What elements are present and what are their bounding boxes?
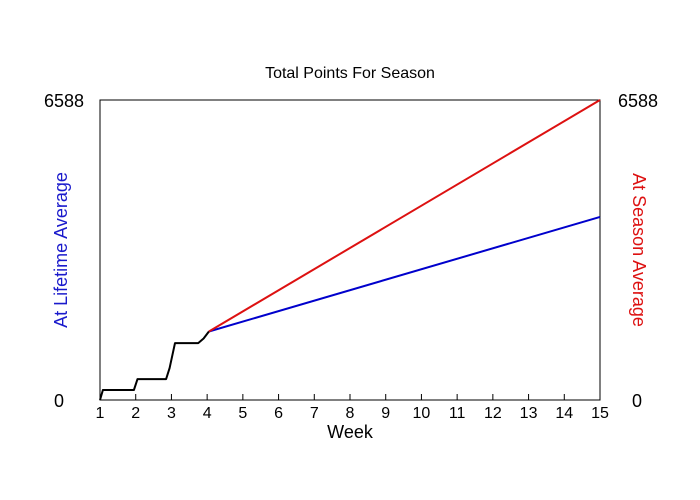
x-tick-label: 7 xyxy=(310,405,319,422)
series-line-lifetime xyxy=(208,215,601,333)
x-tick-label: 12 xyxy=(484,405,502,422)
x-tick-label: 3 xyxy=(167,405,176,422)
x-tick-label: 8 xyxy=(346,405,355,422)
chart-title: Total Points For Season xyxy=(265,65,435,82)
x-tick-label: 10 xyxy=(413,405,431,422)
y-left-max-label: 6588 xyxy=(44,91,84,111)
y-left-min-label: 0 xyxy=(54,391,64,411)
series-layer xyxy=(99,99,601,401)
x-tick-label: 6 xyxy=(274,405,283,422)
y-right-axis-label: At Season Average xyxy=(629,173,649,327)
x-axis-label: Week xyxy=(327,422,374,442)
x-tick-label: 9 xyxy=(381,405,390,422)
x-tick-label: 14 xyxy=(555,405,573,422)
x-tick-label: 15 xyxy=(591,405,609,422)
x-tick-label: 2 xyxy=(131,405,140,422)
x-tick-label: 13 xyxy=(520,405,538,422)
x-tick-label: 11 xyxy=(449,405,466,422)
y-right-max-label: 6588 xyxy=(618,91,658,111)
x-tick-layer: 1 2 3 4 5 6 7 8 9 10 11 12 13 14 15 xyxy=(96,394,609,422)
series-line-actual xyxy=(99,330,210,401)
x-tick-label: 5 xyxy=(238,405,247,422)
y-right-min-label: 0 xyxy=(632,391,642,411)
y-left-axis-label: At Lifetime Average xyxy=(51,172,71,328)
x-tick-label: 1 xyxy=(96,405,105,422)
series-line-season xyxy=(208,99,601,333)
x-tick-label: 4 xyxy=(203,405,212,422)
